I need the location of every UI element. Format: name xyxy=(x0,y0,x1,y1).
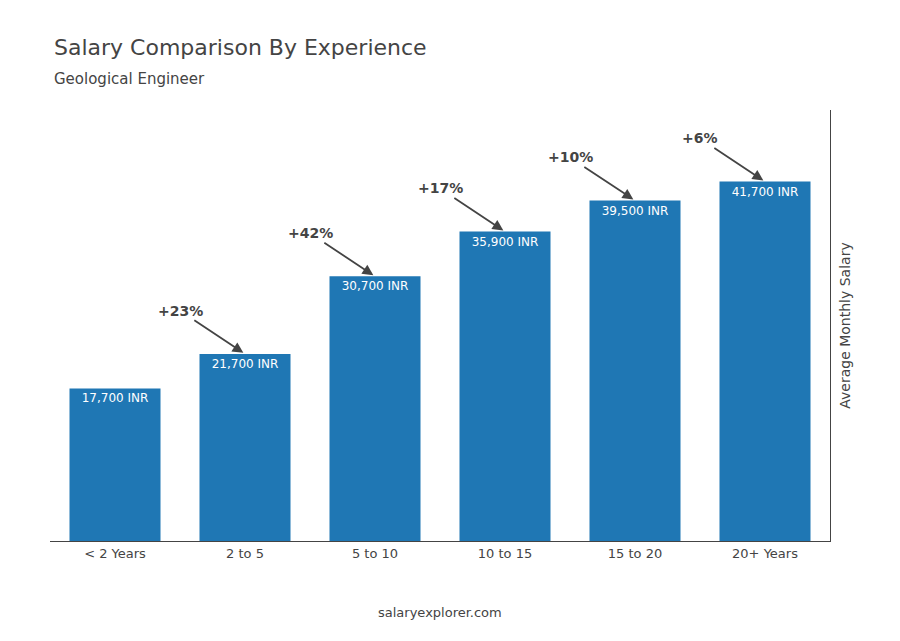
svg-text:Average Monthly Salary: Average Monthly Salary xyxy=(837,242,853,408)
svg-text:+10%: +10% xyxy=(548,149,593,165)
svg-text:2 to 5: 2 to 5 xyxy=(226,546,264,561)
svg-text:21,700 INR: 21,700 INR xyxy=(212,357,279,371)
svg-text:5 to 10: 5 to 10 xyxy=(352,546,398,561)
svg-text:15 to 20: 15 to 20 xyxy=(608,546,662,561)
svg-text:10 to 15: 10 to 15 xyxy=(478,546,532,561)
svg-text:17,700 INR: 17,700 INR xyxy=(82,391,149,405)
svg-text:Salary Comparison By Experienc: Salary Comparison By Experience xyxy=(54,35,427,60)
svg-text:20+ Years: 20+ Years xyxy=(732,546,798,561)
svg-text:+42%: +42% xyxy=(288,225,333,241)
svg-text:salaryexplorer.com: salaryexplorer.com xyxy=(378,605,502,620)
svg-text:< 2 Years: < 2 Years xyxy=(84,546,146,561)
svg-text:30,700 INR: 30,700 INR xyxy=(342,279,409,293)
svg-text:35,900 INR: 35,900 INR xyxy=(472,235,539,249)
svg-text:+17%: +17% xyxy=(418,180,463,196)
svg-text:41,700 INR: 41,700 INR xyxy=(732,185,799,199)
svg-text:+23%: +23% xyxy=(158,303,203,319)
svg-text:+6%: +6% xyxy=(682,130,718,146)
svg-text:Geological Engineer: Geological Engineer xyxy=(54,70,205,88)
svg-text:39,500 INR: 39,500 INR xyxy=(602,204,669,218)
